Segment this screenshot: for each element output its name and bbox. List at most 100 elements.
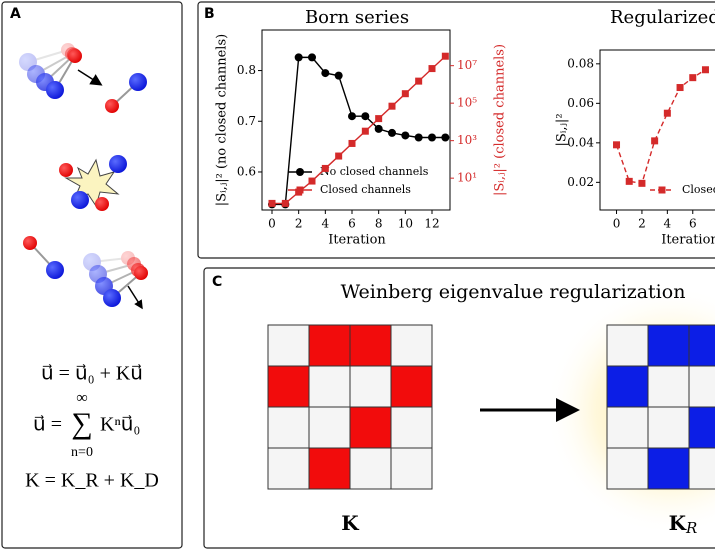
equation: u⃗ = u⃗₀ + Ku⃗ bbox=[41, 363, 143, 385]
legend-marker bbox=[658, 186, 666, 194]
x-axis-label: Iteration bbox=[328, 233, 386, 248]
matrix-cell bbox=[390, 365, 433, 408]
matrix-cell bbox=[267, 406, 310, 449]
chart-title: Regularized series bbox=[610, 7, 715, 28]
series-line bbox=[615, 69, 706, 185]
y-tick-label: 0.7 bbox=[237, 114, 256, 128]
marker bbox=[361, 127, 369, 135]
legend-label: Closed channels bbox=[320, 183, 411, 196]
y-tick-label: 0.06 bbox=[567, 96, 594, 110]
x-tick-label: 0 bbox=[613, 217, 621, 231]
y-axis-label: |Sᵢ,ⱼ|² (no closed channels) bbox=[215, 34, 230, 206]
legend-marker bbox=[296, 168, 304, 176]
marker bbox=[676, 84, 684, 92]
panel-label: B bbox=[204, 6, 215, 22]
marker bbox=[428, 133, 436, 142]
matrix-cell bbox=[688, 324, 715, 367]
panel-title: Weinberg eigenvalue regularization bbox=[341, 281, 686, 303]
y-tick-label: 0.04 bbox=[567, 135, 594, 149]
equation: K = K_R + K_D bbox=[25, 470, 159, 492]
matrix-label: KR bbox=[669, 511, 698, 538]
marker bbox=[388, 128, 396, 137]
x-tick-label: 6 bbox=[689, 217, 697, 231]
marker bbox=[414, 133, 423, 142]
matrix-cell bbox=[390, 447, 433, 490]
marker bbox=[625, 177, 633, 185]
marker bbox=[348, 112, 356, 121]
equation: n=0 bbox=[71, 445, 93, 460]
x-axis-label: Iteration bbox=[661, 233, 715, 248]
marker bbox=[401, 90, 409, 98]
matrix-cell bbox=[606, 406, 649, 449]
marker bbox=[638, 179, 646, 187]
marker bbox=[651, 137, 659, 145]
marker bbox=[441, 133, 450, 142]
marker bbox=[334, 71, 343, 80]
matrix-subscript: R bbox=[685, 519, 697, 537]
legend-label: Closed channels bbox=[682, 183, 715, 196]
y-tick-label: 0.6 bbox=[237, 164, 256, 178]
x-tick-label: 0 bbox=[268, 217, 276, 231]
matrix-cell bbox=[606, 324, 649, 367]
legend-marker bbox=[296, 186, 304, 194]
panel-frame bbox=[1, 1, 183, 549]
marker bbox=[375, 115, 383, 123]
x-tick-label: 12 bbox=[424, 217, 439, 231]
matrix-cell bbox=[308, 406, 351, 449]
marker bbox=[348, 139, 356, 147]
marker bbox=[428, 65, 436, 73]
x-tick-label: 2 bbox=[638, 217, 646, 231]
marker bbox=[388, 102, 396, 110]
matrix-cell bbox=[606, 447, 649, 490]
matrix-label: K bbox=[341, 511, 359, 535]
matrix-cell bbox=[390, 324, 433, 367]
matrix-cell bbox=[267, 324, 310, 367]
marker bbox=[308, 177, 316, 185]
marker bbox=[613, 141, 621, 149]
matrix-cell bbox=[647, 365, 690, 408]
marker bbox=[335, 152, 343, 160]
equation: ∑ bbox=[71, 407, 92, 440]
matrix-cell bbox=[647, 324, 690, 367]
matrix-symbol: K bbox=[669, 511, 687, 535]
x-tick-label: 2 bbox=[295, 217, 303, 231]
matrix-symbol: K bbox=[341, 511, 359, 535]
panel-frame bbox=[203, 267, 715, 549]
marker bbox=[441, 52, 449, 60]
marker bbox=[401, 131, 410, 140]
panel-label: C bbox=[212, 274, 222, 290]
panel-frame bbox=[197, 1, 715, 259]
marker bbox=[415, 77, 423, 85]
y2-tick-label: 10¹ bbox=[457, 171, 477, 185]
marker bbox=[663, 109, 671, 117]
molecule-illustration bbox=[19, 43, 148, 310]
matrix-cell bbox=[688, 365, 715, 408]
matrix-cell bbox=[390, 406, 433, 449]
y2-axis-label: |Sᵢ,ⱼ|² (closed channels) bbox=[493, 44, 508, 196]
marker bbox=[361, 112, 370, 121]
y-axis-label: |Sᵢ,ⱼ|² bbox=[555, 113, 570, 146]
matrix-cell bbox=[349, 447, 392, 490]
marker bbox=[374, 124, 383, 133]
marker bbox=[294, 53, 303, 62]
marker bbox=[321, 164, 329, 172]
matrix-cell bbox=[606, 365, 649, 408]
plot-frame bbox=[261, 29, 451, 211]
y2-tick-label: 10⁵ bbox=[457, 96, 477, 110]
equation: Kⁿu⃗₀ bbox=[100, 414, 140, 436]
matrix-cell bbox=[267, 365, 310, 408]
panel-label: A bbox=[10, 6, 21, 22]
equation: ∞ bbox=[76, 390, 87, 407]
marker bbox=[268, 199, 276, 207]
y2-tick-label: 10³ bbox=[457, 133, 477, 147]
y-tick-label: 0.08 bbox=[567, 56, 594, 70]
matrix-cell bbox=[267, 447, 310, 490]
y-tick-label: 0.02 bbox=[567, 175, 594, 189]
x-tick-label: 4 bbox=[322, 217, 330, 231]
matrix-cell bbox=[349, 324, 392, 367]
matrix-cell bbox=[647, 406, 690, 449]
chart-title: Born series bbox=[305, 7, 409, 28]
x-tick-label: 8 bbox=[375, 217, 383, 231]
matrix-cell bbox=[688, 406, 715, 449]
